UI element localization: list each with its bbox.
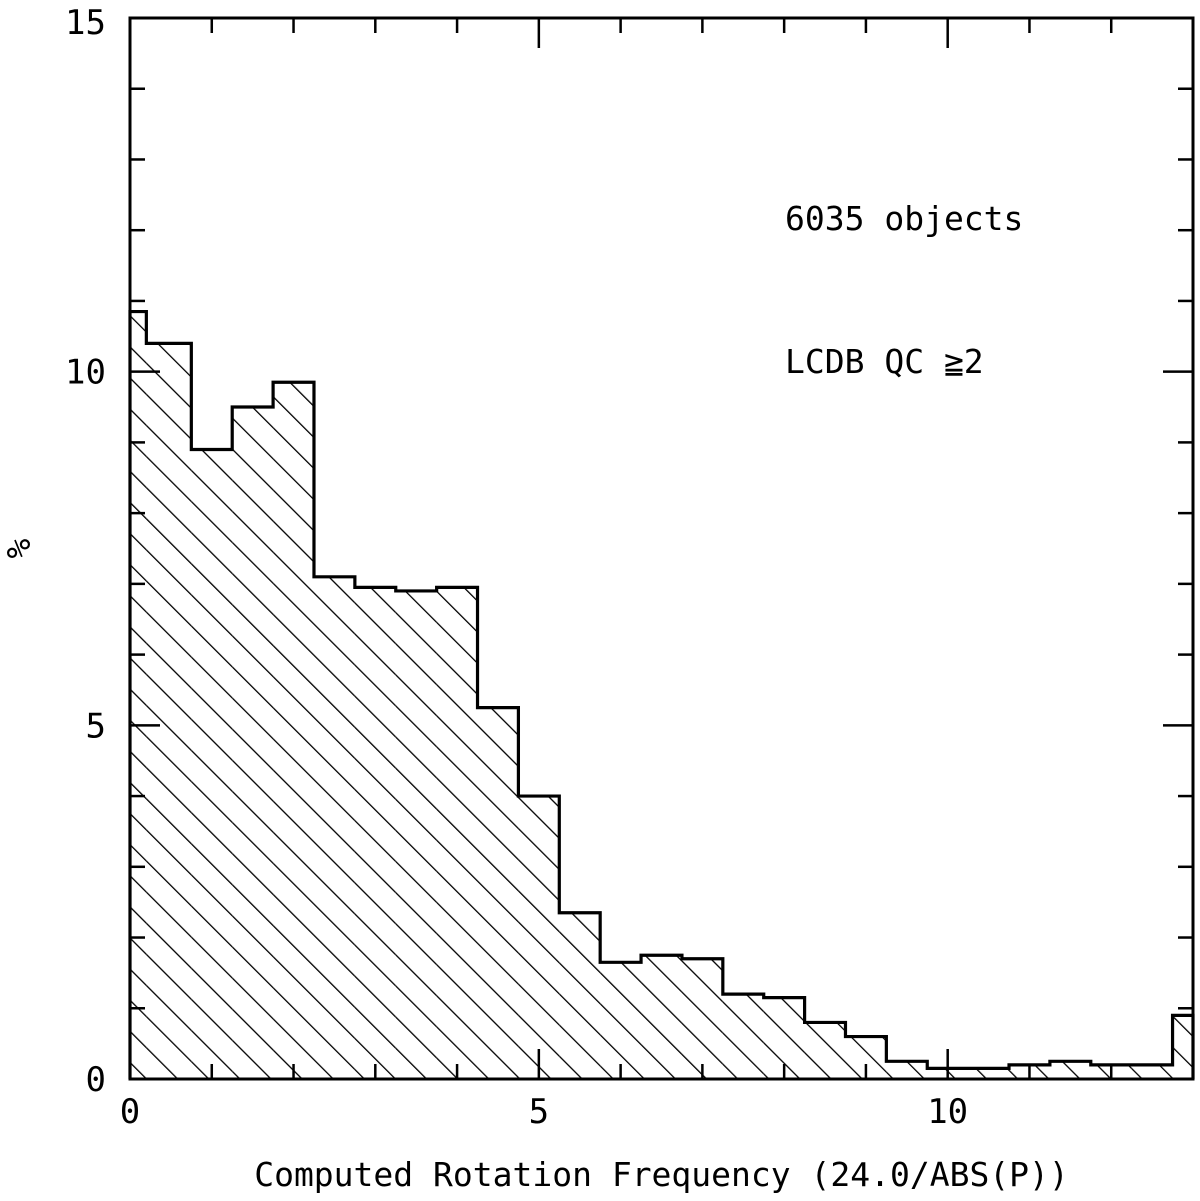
histogram-bar-1 [146,343,192,1080]
y-axis-label: % [0,538,38,558]
annotation-object-count: 6035 objects [785,199,1023,238]
y-tick-label: 5 [86,706,106,746]
histogram-bar-25 [1131,1064,1173,1079]
histogram-bar-5 [313,576,355,1079]
histogram-bar-8 [436,587,478,1079]
histogram-bars [130,311,1193,1080]
histogram-bar-9 [477,707,519,1079]
histogram-outline [128,309,1195,1079]
histogram-bar-4 [273,382,314,1079]
y-tick-label: 10 [65,353,106,393]
histogram-bar-3 [232,407,274,1079]
histogram-bar-21 [968,1068,1010,1079]
tick-labels: 0 5 10 0 5 10 15 [65,3,968,1132]
x-tick-label: 0 [120,1092,140,1132]
histogram-bar-12 [600,962,642,1079]
histogram-bar-19 [886,1061,928,1079]
y-tick-label: 0 [86,1060,106,1100]
histogram-bar-10 [518,796,560,1079]
y-tick-label: 15 [65,3,106,43]
histogram-bar-11 [559,912,601,1079]
plot-frame [128,16,1195,1081]
histogram-bar-7 [395,590,437,1079]
x-tick-label: 10 [927,1092,968,1132]
histogram-bar-14 [681,958,723,1079]
histogram-bar-15 [722,994,764,1079]
histogram-bar-0 [130,311,147,1079]
histogram-bar-23 [1049,1061,1091,1079]
x-axis-label: Computed Rotation Frequency (24.0/ABS(P)… [254,1155,1069,1194]
histogram-bar-26 [1172,1015,1193,1079]
histogram-bar-17 [804,1022,846,1079]
histogram-bar-2 [191,449,233,1079]
histogram-bar-13 [641,955,682,1079]
annotation-quality-code: LCDB QC ≧2 [785,342,984,381]
histogram-bar-6 [354,587,396,1079]
axis-ticks [130,16,1195,1081]
x-tick-label: 5 [529,1092,549,1132]
